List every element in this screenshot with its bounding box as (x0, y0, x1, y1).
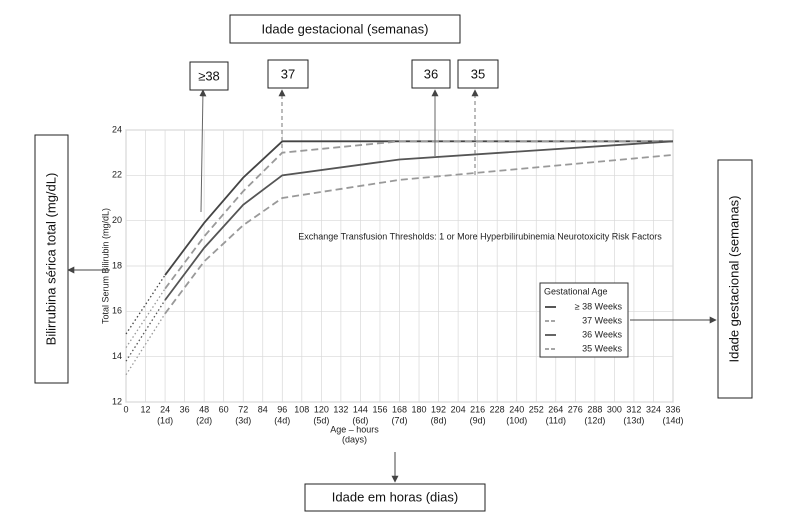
y-axis-label: Total Serum Bilirubin (mg/dL) (100, 208, 110, 324)
x-day-label: (14d) (662, 415, 683, 425)
x-day-label: (2d) (196, 415, 212, 425)
legend-label: 36 Weeks (582, 329, 622, 339)
annotation-box (189, 61, 229, 91)
x-tick-label: 84 (258, 404, 268, 414)
x-tick-label: 36 (180, 404, 190, 414)
annotation: 36 (424, 66, 438, 81)
series-line (164, 140, 674, 301)
x-tick-label: 276 (568, 404, 583, 414)
x-tick-label: 336 (665, 404, 680, 414)
x-tick-label: 60 (219, 404, 229, 414)
x-day-label: (10d) (506, 415, 527, 425)
x-day-label: (1d) (157, 415, 173, 425)
x-tick-label: 72 (238, 404, 248, 414)
annotation: 35 (471, 66, 485, 81)
y-tick-label: 14 (112, 351, 122, 361)
annotation: Idade gestacional (semanas) (726, 196, 741, 363)
x-day-label: (3d) (235, 415, 251, 425)
annotation-box (717, 159, 753, 399)
x-tick-label: 96 (277, 404, 287, 414)
x-tick-label: 120 (314, 404, 329, 414)
annotation-box (411, 59, 451, 89)
annotation: Bilirrubina sérica total (mg/dL) (43, 173, 58, 346)
series-line (164, 140, 673, 290)
x-tick-label: 300 (607, 404, 622, 414)
chart-title: Exchange Transfusion Thresholds: 1 or Mo… (298, 231, 662, 241)
x-tick-label: 180 (412, 404, 427, 414)
x-tick-label: 132 (333, 404, 348, 414)
x-day-label: (5d) (313, 415, 329, 425)
x-tick-label: 324 (646, 404, 661, 414)
x-tick-label: 288 (587, 404, 602, 414)
x-tick-label: 156 (372, 404, 387, 414)
y-tick-label: 18 (112, 260, 122, 270)
y-tick-label: 24 (112, 124, 122, 134)
annotation: 37 (281, 66, 295, 81)
annotation: ≥38 (198, 68, 220, 83)
x-day-label: (9d) (470, 415, 486, 425)
x-tick-label: 144 (353, 404, 368, 414)
plot: 0 12 24 36 48 60 72 84 96 108 120 132 144 156 168 180 19… (100, 124, 683, 444)
series-line (164, 154, 674, 315)
annotation-box (457, 59, 499, 89)
legend-label: ≥ 38 Weeks (575, 301, 623, 311)
x-tick-label: 24 (160, 404, 170, 414)
x-tick-label: 252 (529, 404, 544, 414)
x-tick-label: 192 (431, 404, 446, 414)
y-tick-label: 16 (112, 306, 122, 316)
x-day-label: (13d) (623, 415, 644, 425)
legend-label: 37 Weeks (582, 315, 622, 325)
series-extrapolation (125, 299, 166, 362)
annotation-box (34, 134, 69, 384)
annotation-box (229, 14, 461, 44)
x-tick-label: 228 (490, 404, 505, 414)
x-tick-label: 204 (451, 404, 466, 414)
annotation: Idade gestacional (semanas) (262, 21, 429, 36)
x-tick-label: 0 (123, 404, 128, 414)
x-tick-label: 312 (626, 404, 641, 414)
annotation-box (304, 483, 486, 512)
x-tick-label: 168 (392, 404, 407, 414)
legend-box (539, 282, 629, 358)
x-tick-label: 108 (294, 404, 309, 414)
x-tick-label: 216 (470, 404, 485, 414)
y-tick-label: 20 (112, 215, 122, 225)
x-tick-label: 48 (199, 404, 209, 414)
x-day-label: (6d) (352, 415, 368, 425)
y-tick-label: 22 (112, 170, 122, 180)
annotation: Idade em horas (dias) (332, 489, 458, 504)
x-day-label: (12d) (584, 415, 605, 425)
x-tick-label: 264 (548, 404, 563, 414)
x-tick-label: 12 (141, 404, 151, 414)
x-day-label: (4d) (274, 415, 290, 425)
annotation-box (267, 59, 309, 89)
x-day-label: (11d) (546, 415, 566, 425)
arrow (199, 89, 207, 213)
x-axis-sublabel: (days) (342, 434, 367, 444)
x-day-label: (7d) (391, 415, 407, 425)
legend-label: 35 Weeks (582, 343, 622, 353)
y-tick-label: 12 (112, 396, 122, 406)
x-axis-label: Age – hours (330, 424, 379, 434)
legend-title: Gestational Age (544, 286, 608, 296)
x-tick-label: 240 (509, 404, 524, 414)
series-extrapolation (125, 313, 166, 376)
x-day-label: (8d) (431, 415, 447, 425)
